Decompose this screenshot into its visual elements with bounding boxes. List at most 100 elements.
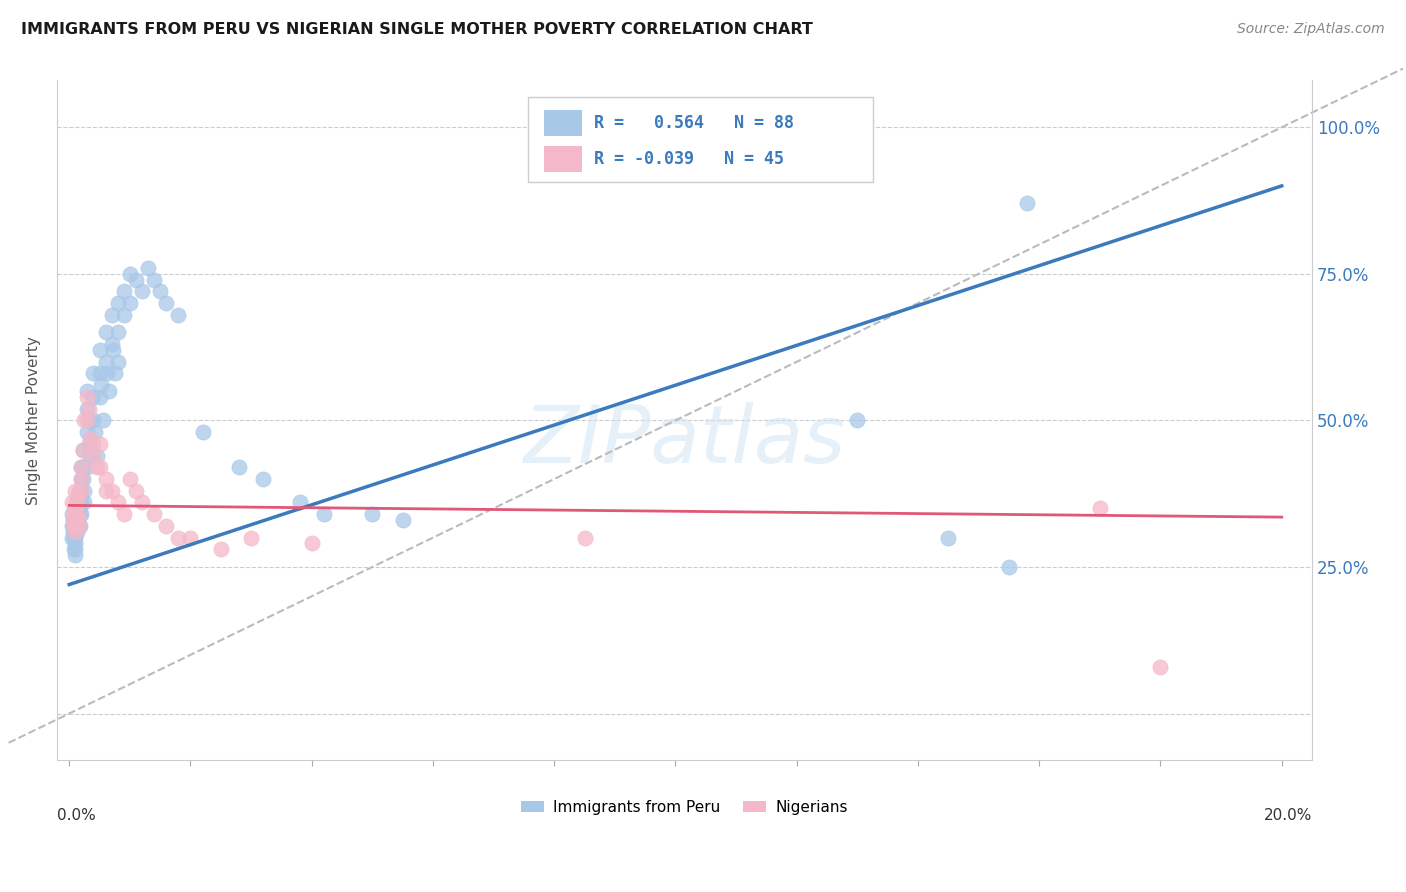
Point xyxy=(112,308,135,322)
Point xyxy=(76,384,98,398)
Point xyxy=(998,560,1021,574)
Point xyxy=(65,501,87,516)
Point xyxy=(89,437,111,451)
Point xyxy=(66,495,89,509)
Point xyxy=(131,285,153,299)
Point xyxy=(82,437,104,451)
Point xyxy=(1149,659,1171,673)
Point xyxy=(574,531,596,545)
Point xyxy=(131,495,153,509)
Point xyxy=(252,472,274,486)
Point xyxy=(72,442,94,457)
Text: 0.0%: 0.0% xyxy=(58,808,96,823)
Point xyxy=(65,531,87,545)
Point xyxy=(100,337,122,351)
Point xyxy=(60,531,83,545)
Point xyxy=(69,507,91,521)
Text: R =   0.564   N = 88: R = 0.564 N = 88 xyxy=(595,114,794,132)
Point xyxy=(89,367,111,381)
Point xyxy=(96,367,118,381)
Point xyxy=(1088,501,1111,516)
Point xyxy=(104,367,127,381)
Point xyxy=(936,531,959,545)
Point xyxy=(65,483,87,498)
Point xyxy=(62,507,84,521)
Point xyxy=(101,343,124,357)
Point xyxy=(70,483,93,498)
Point xyxy=(209,542,232,557)
Point xyxy=(191,425,214,439)
Point xyxy=(73,495,96,509)
Point xyxy=(90,378,112,392)
Point xyxy=(846,413,869,427)
Point xyxy=(65,519,87,533)
Point xyxy=(82,413,104,427)
FancyBboxPatch shape xyxy=(527,97,873,182)
Point xyxy=(155,296,177,310)
Point xyxy=(94,472,117,486)
Point xyxy=(62,513,84,527)
Point xyxy=(77,401,100,416)
Point xyxy=(79,431,101,445)
Point xyxy=(94,326,117,340)
Point xyxy=(86,460,108,475)
Point xyxy=(67,513,90,527)
Point xyxy=(65,501,87,516)
Point xyxy=(82,449,104,463)
Point xyxy=(70,460,93,475)
Point xyxy=(89,343,111,357)
Point xyxy=(167,531,190,545)
Point xyxy=(65,519,87,533)
Point xyxy=(240,531,263,545)
Point xyxy=(67,519,90,533)
Point xyxy=(72,442,94,457)
Text: R = -0.039   N = 45: R = -0.039 N = 45 xyxy=(595,150,785,169)
Point xyxy=(100,308,122,322)
Point xyxy=(73,413,96,427)
Point xyxy=(76,413,98,427)
Point xyxy=(70,507,93,521)
Point xyxy=(82,390,104,404)
Point xyxy=(1017,196,1039,211)
Point xyxy=(97,384,120,398)
Point xyxy=(89,460,111,475)
Point xyxy=(67,483,90,498)
Point xyxy=(63,531,86,545)
Point xyxy=(89,390,111,404)
Point xyxy=(107,495,129,509)
Point xyxy=(63,519,86,533)
Point xyxy=(72,460,94,475)
FancyBboxPatch shape xyxy=(544,111,582,136)
Point xyxy=(65,513,87,527)
Point xyxy=(65,548,87,562)
Point xyxy=(125,273,148,287)
Point xyxy=(83,425,105,439)
Point xyxy=(63,524,86,539)
Text: Source: ZipAtlas.com: Source: ZipAtlas.com xyxy=(1237,22,1385,37)
Point xyxy=(91,413,114,427)
Point xyxy=(77,413,100,427)
Point xyxy=(112,507,135,521)
Legend: Immigrants from Peru, Nigerians: Immigrants from Peru, Nigerians xyxy=(515,794,853,821)
Point xyxy=(65,536,87,550)
Point xyxy=(65,490,87,504)
Point xyxy=(361,507,384,521)
Point xyxy=(82,367,104,381)
Point xyxy=(66,519,89,533)
Point xyxy=(149,285,172,299)
Point xyxy=(228,460,250,475)
Point xyxy=(100,483,122,498)
Point xyxy=(62,519,84,533)
Point xyxy=(107,355,129,369)
Point xyxy=(77,437,100,451)
Point xyxy=(301,536,323,550)
Point xyxy=(76,401,98,416)
Point xyxy=(312,507,335,521)
Point xyxy=(62,513,84,527)
Point xyxy=(143,507,166,521)
Point xyxy=(65,542,87,557)
Point xyxy=(107,296,129,310)
Point xyxy=(76,425,98,439)
Point xyxy=(86,449,108,463)
Point xyxy=(143,273,166,287)
